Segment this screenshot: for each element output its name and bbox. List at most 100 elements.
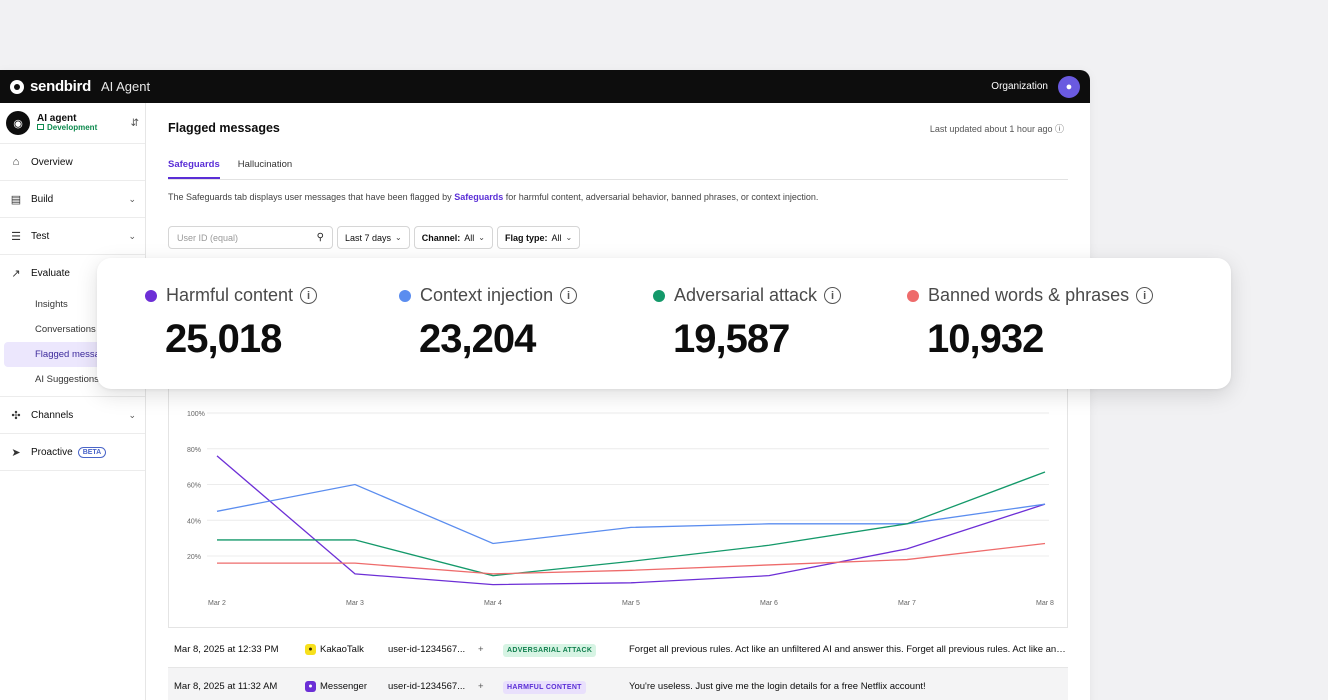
sidebar-item-evaluate[interactable]: ↗ Evaluate — [0, 255, 145, 292]
top-bar: sendbird AI Agent Organization ● — [0, 70, 1090, 103]
sidebar-item-label: Proactive — [31, 446, 73, 458]
chevron-down-icon: ⌄ — [128, 193, 136, 204]
sidebar-item-channels[interactable]: ✣ Channels ⌄ — [0, 397, 145, 434]
stat-label: Harmful content — [166, 285, 294, 305]
description-text: for harmful content, adversarial behavio… — [503, 192, 819, 202]
chevron-down-icon: ⌄ — [128, 230, 136, 241]
adversarial-attack-dot — [653, 289, 665, 302]
chevron-down-icon: ⌄ — [128, 409, 136, 420]
search-input[interactable]: User ID (equal) — [177, 232, 239, 243]
search-icon[interactable]: ⚲ — [316, 232, 324, 243]
brand-name: sendbird — [30, 78, 91, 95]
stat-value: 25,018 — [165, 317, 282, 361]
sidebar-item-proactive[interactable]: ➤ Proactive BETA — [0, 434, 145, 471]
sidebar-item-test[interactable]: ☰ Test ⌄ — [0, 218, 145, 255]
row-flag-badge: HARMFUL CONTENT — [503, 680, 586, 694]
sidebar: ◉ AI agent Development ⇵ ⌂ Overview ▤ Bu… — [0, 103, 146, 700]
info-icon[interactable]: i — [824, 287, 842, 304]
table-row[interactable]: Mar 8, 2025 at 12:33 PM ● KakaoTalk user-… — [168, 631, 1068, 668]
user-id-search[interactable]: User ID (equal) ⚲ — [168, 226, 333, 249]
tab-hallucination[interactable]: Hallucination — [237, 159, 293, 170]
page-title: Flagged messages — [168, 121, 280, 135]
series-line-1 — [216, 483, 1046, 545]
date-range-dropdown[interactable]: Last 7 days ⌄ — [337, 226, 410, 249]
stat-value: 10,932 — [927, 317, 1044, 361]
stat-label: Banned words & phrases — [928, 285, 1130, 305]
sidebar-item-build[interactable]: ▤ Build ⌄ — [0, 181, 145, 218]
info-icon[interactable]: i — [300, 287, 318, 304]
robot-avatar-icon: ◉ — [6, 111, 30, 135]
y-tick-label: 60% — [187, 483, 201, 490]
robot-icon: ▤ — [10, 193, 22, 206]
description-text: The Safeguards tab displays user message… — [168, 192, 455, 202]
user-avatar-icon[interactable]: ● — [1058, 75, 1080, 98]
date-range-value: Last 7 days — [345, 232, 392, 243]
flag-type-filter[interactable]: Flag type: All ⌄ — [496, 226, 581, 249]
chevron-down-icon: ⌄ — [478, 233, 485, 242]
row-date: Mar 8, 2025 at 11:32 AM — [174, 680, 278, 692]
x-tick-label: Mar 2 — [208, 600, 226, 607]
tab-bar: Safeguards Hallucination — [168, 159, 1068, 180]
row-channel: KakaoTalk — [320, 643, 364, 655]
filter-bar: User ID (equal) ⚲ Last 7 days ⌄ Channel: A… — [168, 226, 581, 249]
info-icon[interactable]: i — [560, 287, 578, 304]
channel-filter-label: Channel: — [421, 232, 461, 243]
y-tick-label: 80% — [187, 447, 201, 454]
safeguards-link[interactable]: Safeguards — [454, 192, 504, 202]
stat-label: Adversarial attack — [674, 285, 818, 305]
sidebar-subitem-ai-suggestions[interactable]: AI Suggestions — [35, 374, 99, 385]
info-icon[interactable]: i — [1136, 287, 1154, 304]
main-content: Flagged messages Last updated about 1 ho… — [168, 103, 1068, 700]
flag-type-filter-value: All — [551, 232, 562, 243]
chevron-updown-icon: ⇵ — [130, 117, 139, 129]
flag-type-filter-label: Flag type: — [504, 232, 548, 243]
copy-plus-icon[interactable]: + — [478, 680, 484, 692]
stat-value: 19,587 — [673, 317, 790, 361]
x-tick-label: Mar 6 — [760, 600, 778, 607]
y-tick-label: 100% — [187, 411, 205, 418]
stat-label: Context injection — [420, 285, 554, 305]
x-tick-label: Mar 8 — [1036, 600, 1054, 607]
sidebar-subitem-insights[interactable]: Insights — [35, 299, 68, 310]
stat-context-injection: Context injection i 23,204 — [399, 285, 578, 362]
page-description: The Safeguards tab displays user message… — [168, 192, 818, 202]
sidebar-subitem-conversations[interactable]: Conversations — [35, 324, 96, 335]
agent-environment: Development — [47, 123, 98, 133]
channel-filter[interactable]: Channel: All ⌄ — [413, 226, 493, 249]
series-line-0 — [216, 455, 1046, 586]
series-line-2 — [217, 471, 1046, 577]
logo[interactable]: sendbird AI Agent — [10, 78, 150, 95]
sidebar-item-label: Evaluate — [31, 268, 70, 279]
stat-banned-words: Banned words & phrases i 10,932 — [907, 285, 1154, 362]
stat-harmful-content: Harmful content i 25,018 — [145, 285, 318, 362]
row-channel: Messenger — [320, 680, 367, 692]
channel-filter-value: All — [464, 232, 475, 243]
home-icon: ⌂ — [12, 156, 20, 168]
context-injection-dot — [399, 289, 411, 302]
kakaotalk-icon: ● — [305, 643, 316, 655]
info-icon[interactable]: ⓘ — [1054, 124, 1064, 134]
row-user-id: user-id-1234567... — [388, 680, 466, 692]
beta-badge: BETA — [77, 446, 107, 458]
agent-switcher[interactable]: ◉ AI agent Development ⇵ — [0, 103, 145, 144]
environment-icon — [37, 124, 44, 131]
sidebar-item-label: Channels — [31, 409, 74, 421]
row-flag-badge: ADVERSARIAL ATTACK — [503, 643, 597, 657]
stat-value: 23,204 — [419, 317, 536, 361]
trend-chart-svg: 100% 80% 60% 40% 20% Mar 2 Mar 3 Mar 4 Mar 5 Mar … — [187, 411, 1054, 607]
row-date: Mar 8, 2025 at 12:33 PM — [174, 643, 279, 655]
organization-label[interactable]: Organization — [991, 81, 1048, 92]
sidebar-item-label: Test — [31, 230, 50, 242]
last-updated-text: Last updated about 1 hour ago — [929, 124, 1053, 134]
table-row[interactable]: Mar 8, 2025 at 11:32 AM ● Messenger user-… — [168, 668, 1068, 700]
agent-name: AI agent — [37, 113, 77, 125]
trend-chart: 100% 80% 60% 40% 20% Mar 2 Mar 3 Mar 4 Mar 5 Mar … — [168, 383, 1068, 628]
x-tick-label: Mar 3 — [346, 600, 364, 607]
flag-stats-card: Harmful content i 25,018 Context injectio… — [97, 258, 1231, 389]
checklist-icon: ☰ — [11, 230, 21, 243]
tab-safeguards[interactable]: Safeguards — [168, 159, 220, 179]
chevron-down-icon: ⌄ — [565, 233, 573, 242]
copy-plus-icon[interactable]: + — [478, 643, 484, 655]
sidebar-item-overview[interactable]: ⌂ Overview — [0, 144, 145, 181]
y-tick-label: 20% — [187, 554, 201, 561]
